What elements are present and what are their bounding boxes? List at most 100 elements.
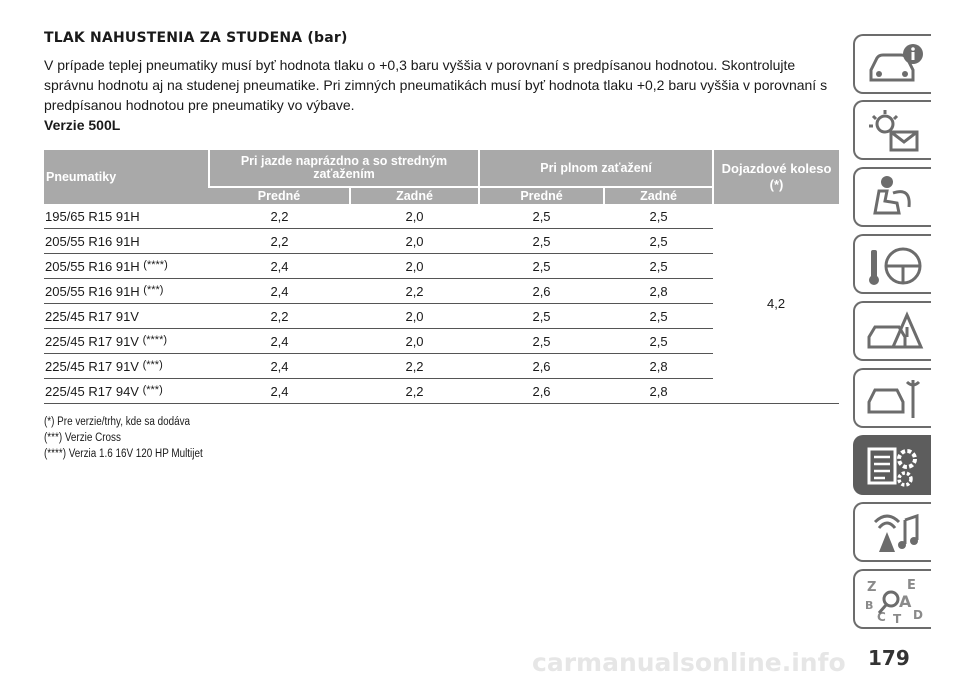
pressure-value: 2,6 xyxy=(479,378,605,404)
sub-front-header: Predné xyxy=(209,186,350,204)
pressure-value: 2,5 xyxy=(604,328,714,354)
tire-size-cell: 225/45 R17 91V (****) xyxy=(44,328,209,354)
tire-size: 225/45 R17 91V xyxy=(45,308,139,324)
pressure-value: 2,6 xyxy=(479,278,605,304)
pressure-value: 2,5 xyxy=(479,228,605,254)
svg-text:T: T xyxy=(893,612,902,625)
tab-warning-lights[interactable] xyxy=(853,100,931,160)
footnote-mark: (***) xyxy=(142,358,163,371)
pressure-value: 2,0 xyxy=(350,204,480,229)
tire-size: 195/65 R15 91H xyxy=(45,208,140,224)
tire-size: 205/55 R16 91H xyxy=(45,283,144,299)
tire-size-cell: 205/55 R16 91H (****) xyxy=(44,253,209,279)
pressure-value: 2,0 xyxy=(350,228,480,254)
tire-size-cell: 195/65 R15 91H xyxy=(44,204,209,229)
tire-size-cell: 225/45 R17 91V xyxy=(44,303,209,329)
col-tire-header: Pneumatiky xyxy=(44,150,209,204)
sub-rear-header: Zadné xyxy=(603,186,714,204)
tab-index[interactable]: Z E B A C D T xyxy=(853,569,931,629)
tab-starting-driving[interactable] xyxy=(853,234,931,294)
pressure-value: 2,5 xyxy=(479,204,605,229)
pressure-value: 2,2 xyxy=(350,278,480,304)
pressure-value: 2,5 xyxy=(479,303,605,329)
car-service-icon xyxy=(867,380,921,418)
pressure-value: 2,0 xyxy=(350,328,480,354)
table-row: 225/45 R17 91V (****) 2,4 2,0 2,5 2,5 xyxy=(44,328,839,354)
tab-maintenance[interactable] xyxy=(853,368,931,428)
svg-text:D: D xyxy=(913,608,923,622)
table-row: 225/45 R17 91V (***) 2,4 2,2 2,6 2,8 xyxy=(44,353,839,379)
svg-text:E: E xyxy=(907,578,916,593)
pressure-value: 2,2 xyxy=(209,303,350,329)
tab-multimedia[interactable] xyxy=(853,502,931,562)
tab-car-info[interactable] xyxy=(853,34,931,94)
svg-text:C: C xyxy=(877,610,886,624)
tire-size-cell: 205/55 R16 91H xyxy=(44,228,209,254)
version-heading: Verzie 500L xyxy=(44,117,121,133)
tab-technical-specs[interactable] xyxy=(853,435,931,495)
tire-size: 225/45 R17 94V xyxy=(45,383,143,399)
col-full-load-header: Pri plnom zaťažení xyxy=(478,150,714,187)
pressure-value: 2,5 xyxy=(479,253,605,279)
tab-emergency[interactable] xyxy=(853,301,931,361)
table-row: 195/65 R15 91H 2,2 2,0 2,5 2,5 4,2 xyxy=(44,204,840,404)
sub-front-header: Predné xyxy=(478,186,605,204)
table-body: 195/65 R15 91H 2,2 2,0 2,5 2,5 4,2 205/55 R16 … xyxy=(44,204,840,404)
pressure-value: 2,5 xyxy=(604,253,714,279)
intro-paragraph: V prípade teplej pneumatiky musí byť hod… xyxy=(44,57,828,113)
pressure-value: 2,8 xyxy=(604,353,714,379)
multimedia-icon xyxy=(873,513,919,552)
sub-rear-header: Zadné xyxy=(348,186,480,204)
car-info-icon xyxy=(869,44,923,82)
pressure-value: 2,8 xyxy=(604,378,714,404)
pressure-value: 2,5 xyxy=(479,328,605,354)
footnote-mark: (***) xyxy=(142,383,163,396)
airbag-seat-icon xyxy=(873,176,911,215)
pressure-value: 2,5 xyxy=(604,204,714,229)
pressure-value: 2,2 xyxy=(350,353,480,379)
svg-text:A: A xyxy=(899,592,912,611)
pressure-value: 2,2 xyxy=(209,228,350,254)
svg-text:B: B xyxy=(865,599,873,612)
specs-gear-icon xyxy=(867,447,917,487)
pressure-value: 2,8 xyxy=(604,278,714,304)
tab-safety[interactable] xyxy=(853,167,931,227)
table-row: 225/45 R17 94V (***) 2,4 2,2 2,6 2,8 xyxy=(44,378,839,404)
spare-wheel-pressure: 4,2 xyxy=(713,204,840,404)
tire-size-cell: 225/45 R17 91V (***) xyxy=(44,353,209,379)
table-row: 205/55 R16 91H (****) 2,4 2,0 2,5 2,5 xyxy=(44,253,839,279)
tire-size-cell: 225/45 R17 94V (***) xyxy=(44,378,209,404)
tire-size: 225/45 R17 91V xyxy=(45,358,143,374)
table-row: 205/55 R16 91H (***) 2,4 2,2 2,6 2,8 xyxy=(44,278,839,304)
col-spare-header: Dojazdové koleso (*) xyxy=(712,150,840,204)
pressure-value: 2,5 xyxy=(604,303,714,329)
footnote-mark: (***) xyxy=(143,283,164,296)
pressure-value: 2,6 xyxy=(479,353,605,379)
warning-lights-icon xyxy=(869,110,919,152)
watermark: carmanualsonline.info xyxy=(532,648,846,677)
tire-size-cell: 205/55 R16 91H (***) xyxy=(44,278,209,304)
pressure-value: 2,5 xyxy=(604,228,714,254)
col-normal-load-header: Pri jazde naprázdno a so stredným zaťaže… xyxy=(207,150,480,187)
tire-size: 225/45 R17 91V xyxy=(45,333,143,349)
page-number: 179 xyxy=(868,646,910,670)
pressure-value: 2,4 xyxy=(209,253,350,279)
footnote-mark: (****) xyxy=(142,333,168,346)
pressure-value: 2,4 xyxy=(209,328,350,354)
pressure-value: 2,2 xyxy=(209,204,350,229)
tire-size: 205/55 R16 91H xyxy=(45,258,144,274)
footnote: (***) Verzie Cross xyxy=(44,432,121,444)
table-row: 205/55 R16 91H 2,2 2,0 2,5 2,5 xyxy=(44,228,839,254)
page-title: TLAK NAHUSTENIA ZA STUDENA (bar) xyxy=(44,30,348,46)
pressure-value: 2,0 xyxy=(350,253,480,279)
pressure-value: 2,0 xyxy=(350,303,480,329)
footnote: (*) Pre verzie/trhy, kde sa dodáva xyxy=(44,416,191,428)
footnote-mark: (****) xyxy=(143,258,168,271)
alphabetical-index-icon: Z E B A C D T xyxy=(865,578,923,625)
emergency-triangle-icon xyxy=(867,311,924,349)
svg-text:Z: Z xyxy=(867,580,876,595)
footnote: (****) Verzia 1.6 16V 120 HP Multijet xyxy=(44,448,203,460)
pressure-value: 2,4 xyxy=(209,278,350,304)
table-row: 225/45 R17 91V 2,2 2,0 2,5 2,5 xyxy=(44,303,839,329)
footnotes: (*) Pre verzie/trhy, kde sa dodáva (***)… xyxy=(44,414,203,462)
